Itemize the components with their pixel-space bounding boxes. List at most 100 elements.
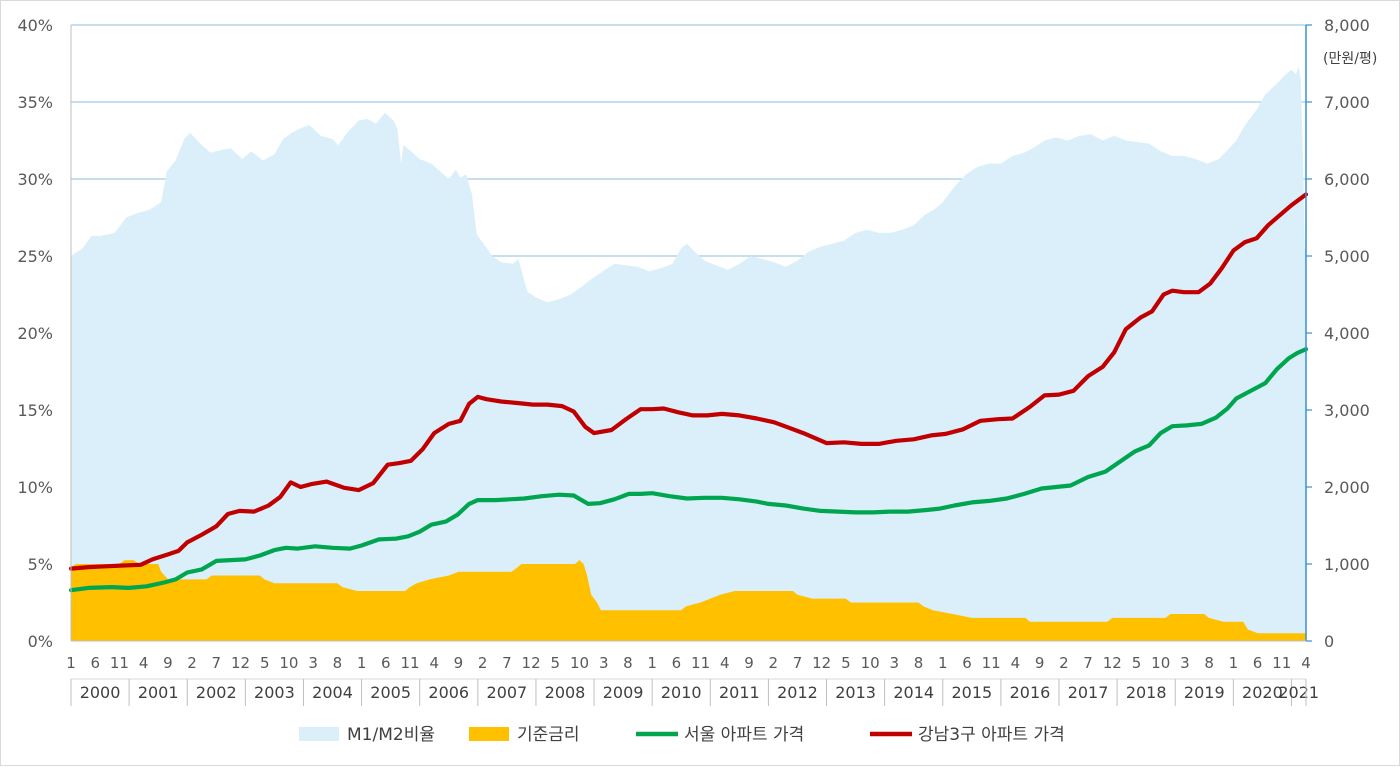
month-tick-label: 11 — [400, 654, 419, 672]
month-tick-label: 10 — [570, 654, 589, 672]
left-axis-tick-label: 5% — [28, 555, 53, 574]
month-tick-label: 4 — [1301, 654, 1311, 672]
legend: M1/M2비율 기준금리 서울 아파트 가격 강남3구 아파트 가격 — [299, 725, 1065, 745]
month-tick-label: 1 — [647, 654, 657, 672]
month-tick-label: 5 — [551, 654, 561, 672]
month-tick-label: 4 — [139, 654, 149, 672]
month-tick-label: 11 — [1272, 654, 1291, 672]
year-label: 2014 — [893, 683, 934, 702]
year-label: 2012 — [777, 683, 818, 702]
year-label: 2019 — [1184, 683, 1225, 702]
year-label: 2007 — [487, 683, 528, 702]
year-label: 2001 — [138, 683, 179, 702]
month-tick-label: 9 — [163, 654, 173, 672]
year-label: 2005 — [370, 683, 411, 702]
year-label: 2009 — [603, 683, 644, 702]
year-label: 2015 — [951, 683, 992, 702]
month-tick-label: 6 — [962, 654, 972, 672]
right-axis-tick-label: 4,000 — [1324, 324, 1370, 343]
month-tick-label: 4 — [1011, 654, 1021, 672]
legend-item-seoul: 서울 아파트 가격 — [636, 725, 804, 745]
month-tick-label: 2 — [478, 654, 488, 672]
right-axis-unit-label: (만원/평) — [1323, 51, 1377, 67]
year-label: 2010 — [661, 683, 702, 702]
left-axis-tick-label: 35% — [17, 93, 53, 112]
month-tick-label: 9 — [1035, 654, 1045, 672]
month-tick-label: 3 — [1180, 654, 1190, 672]
legend-label: 기준금리 — [517, 725, 580, 745]
month-tick-label: 7 — [502, 654, 512, 672]
month-tick-label: 7 — [793, 654, 803, 672]
year-label: 2017 — [1068, 683, 1109, 702]
year-label: 2008 — [545, 683, 586, 702]
month-tick-label: 3 — [890, 654, 900, 672]
year-label: 2003 — [254, 683, 295, 702]
month-tick-label: 6 — [381, 654, 391, 672]
right-axis-tick-label: 8,000 — [1324, 16, 1370, 35]
year-label: 2006 — [428, 683, 469, 702]
month-tick-label: 11 — [982, 654, 1001, 672]
month-tick-label: 10 — [279, 654, 298, 672]
legend-label: 강남3구 아파트 가격 — [918, 725, 1065, 745]
line-series — [68, 192, 1309, 593]
right-axis-tick-label: 1,000 — [1324, 555, 1370, 574]
month-tick-label: 11 — [691, 654, 710, 672]
seoul-apartment-price-line — [68, 347, 1309, 593]
legend-label: M1/M2비율 — [347, 725, 435, 745]
left-axis-tick-label: 20% — [17, 324, 53, 343]
axes: 0% 5% 10% 15% 20% 25% 30% 35% 40% 0 1,000 2,000 3,00… — [17, 16, 1377, 651]
month-tick-label: 9 — [454, 654, 464, 672]
month-tick-label: 6 — [1253, 654, 1263, 672]
left-axis-tick-label: 0% — [28, 632, 53, 651]
month-tick-label: 12 — [522, 654, 541, 672]
month-tick-label: 12 — [812, 654, 831, 672]
month-tick-label: 2 — [187, 654, 197, 672]
left-axis-tick-label: 30% — [17, 170, 53, 189]
month-tick-label: 1 — [1229, 654, 1239, 672]
month-tick-label: 2 — [768, 654, 778, 672]
month-tick-label: 5 — [260, 654, 270, 672]
month-tick-label: 1 — [66, 654, 76, 672]
year-label: 2018 — [1126, 683, 1167, 702]
legend-label: 서울 아파트 가격 — [684, 725, 804, 745]
month-tick-label: 3 — [308, 654, 318, 672]
month-tick-label: 5 — [1132, 654, 1142, 672]
legend-swatch — [469, 727, 509, 741]
month-tick-label: 7 — [1083, 654, 1093, 672]
month-tick-label: 6 — [90, 654, 100, 672]
month-tick-label: 8 — [914, 654, 924, 672]
month-tick-label: 6 — [672, 654, 682, 672]
month-tick-label: 1 — [357, 654, 367, 672]
left-axis-tick-label: 40% — [17, 16, 53, 35]
left-axis-tick-label: 15% — [17, 401, 53, 420]
month-tick-label: 1 — [938, 654, 948, 672]
month-tick-label: 12 — [231, 654, 250, 672]
year-label: 2013 — [835, 683, 876, 702]
x-axis: 1 6 11 4 9 2 7 12 5 10 3 8 1 6 11 4 9 2 7 12 5 10 3 8 1 6 11 4 9 2 7 12… — [66, 640, 1319, 706]
year-label: 2002 — [196, 683, 237, 702]
right-axis-tick-label: 7,000 — [1324, 93, 1370, 112]
left-axis-tick-label: 25% — [17, 247, 53, 266]
month-tick-label: 8 — [623, 654, 633, 672]
month-tick-label: 10 — [861, 654, 880, 672]
legend-item-m1-m2: M1/M2비율 — [299, 725, 435, 745]
right-axis-tick-label: 6,000 — [1324, 170, 1370, 189]
gangnam3-apartment-price-line — [68, 192, 1309, 571]
legend-item-gangnam: 강남3구 아파트 가격 — [870, 725, 1065, 745]
right-axis-tick-label: 5,000 — [1324, 247, 1370, 266]
month-tick-label: 4 — [429, 654, 439, 672]
year-label: 2020 — [1242, 683, 1283, 702]
year-label: 2004 — [312, 683, 353, 702]
month-tick-label: 5 — [841, 654, 851, 672]
month-tick-label: 9 — [744, 654, 754, 672]
right-axis-tick-label: 0 — [1324, 632, 1334, 651]
year-label: 2021 — [1278, 683, 1319, 702]
right-axis-tick-label: 3,000 — [1324, 401, 1370, 420]
month-tick-label: 8 — [333, 654, 343, 672]
month-tick-label: 3 — [599, 654, 609, 672]
area-series — [71, 66, 1306, 642]
area-m1-m2-ratio — [71, 66, 1306, 642]
year-label: 2000 — [80, 683, 121, 702]
